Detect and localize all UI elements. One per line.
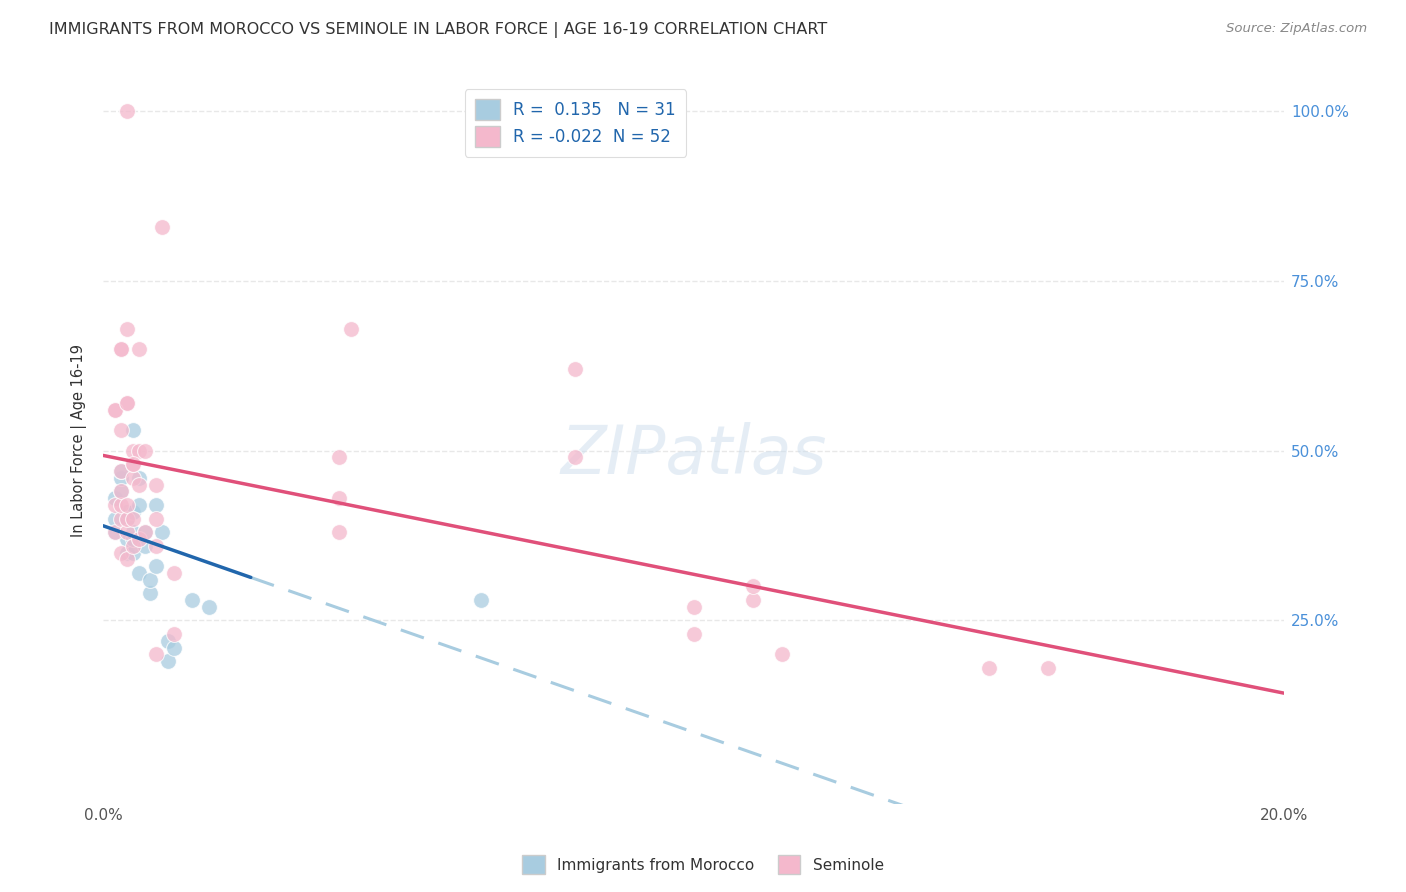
Point [564,362,586,376]
Point [1036,661,1059,675]
Point [115,498,138,512]
Point [328,525,350,540]
Point [115,525,138,540]
Point [128,471,150,485]
Point [150,219,173,234]
Point [128,342,150,356]
Point [157,633,180,648]
Point [110,342,132,356]
Point [110,471,132,485]
Text: ZIPatlas: ZIPatlas [561,422,827,488]
Point [128,498,150,512]
Point [104,511,127,525]
Point [121,443,143,458]
Point [157,654,180,668]
Point [134,525,156,540]
Point [115,532,138,546]
Point [198,599,221,614]
Point [139,573,162,587]
Point [163,566,186,580]
Point [134,539,156,553]
Y-axis label: In Labor Force | Age 16-19: In Labor Force | Age 16-19 [72,344,87,537]
Point [328,491,350,506]
Point [115,545,138,559]
Point [115,321,138,335]
Point [741,579,763,593]
Point [682,599,704,614]
Point [121,525,143,540]
Point [104,403,127,417]
Point [128,477,150,491]
Point [139,586,162,600]
Point [121,545,143,559]
Legend: Immigrants from Morocco, Seminole: Immigrants from Morocco, Seminole [516,849,890,880]
Point [150,525,173,540]
Legend: R =  0.135   N = 31, R = -0.022  N = 52: R = 0.135 N = 31, R = -0.022 N = 52 [465,89,686,157]
Point [121,457,143,471]
Point [145,511,167,525]
Point [110,511,132,525]
Point [121,457,143,471]
Point [340,321,363,335]
Text: IMMIGRANTS FROM MOROCCO VS SEMINOLE IN LABOR FORCE | AGE 16-19 CORRELATION CHART: IMMIGRANTS FROM MOROCCO VS SEMINOLE IN L… [49,22,828,38]
Point [770,648,793,662]
Point [145,559,167,574]
Point [564,450,586,465]
Point [145,539,167,553]
Point [115,104,138,119]
Point [145,477,167,491]
Point [163,640,186,655]
Point [104,525,127,540]
Point [121,471,143,485]
Point [115,396,138,410]
Point [741,593,763,607]
Point [128,532,150,546]
Point [128,443,150,458]
Point [121,539,143,553]
Point [110,545,132,559]
Point [110,498,132,512]
Point [145,498,167,512]
Point [134,443,156,458]
Point [110,423,132,437]
Point [104,403,127,417]
Point [110,484,132,499]
Point [470,593,492,607]
Point [977,661,1000,675]
Point [121,423,143,437]
Point [145,648,167,662]
Point [682,627,704,641]
Point [104,491,127,506]
Point [121,511,143,525]
Point [115,505,138,519]
Point [134,525,156,540]
Point [110,464,132,478]
Point [115,511,138,525]
Point [115,552,138,566]
Point [110,484,132,499]
Point [104,525,127,540]
Point [328,450,350,465]
Point [110,464,132,478]
Point [163,627,186,641]
Point [110,342,132,356]
Text: Source: ZipAtlas.com: Source: ZipAtlas.com [1226,22,1367,36]
Point [104,498,127,512]
Point [180,593,202,607]
Point [128,566,150,580]
Point [121,532,143,546]
Point [121,505,143,519]
Point [115,396,138,410]
Point [115,511,138,525]
